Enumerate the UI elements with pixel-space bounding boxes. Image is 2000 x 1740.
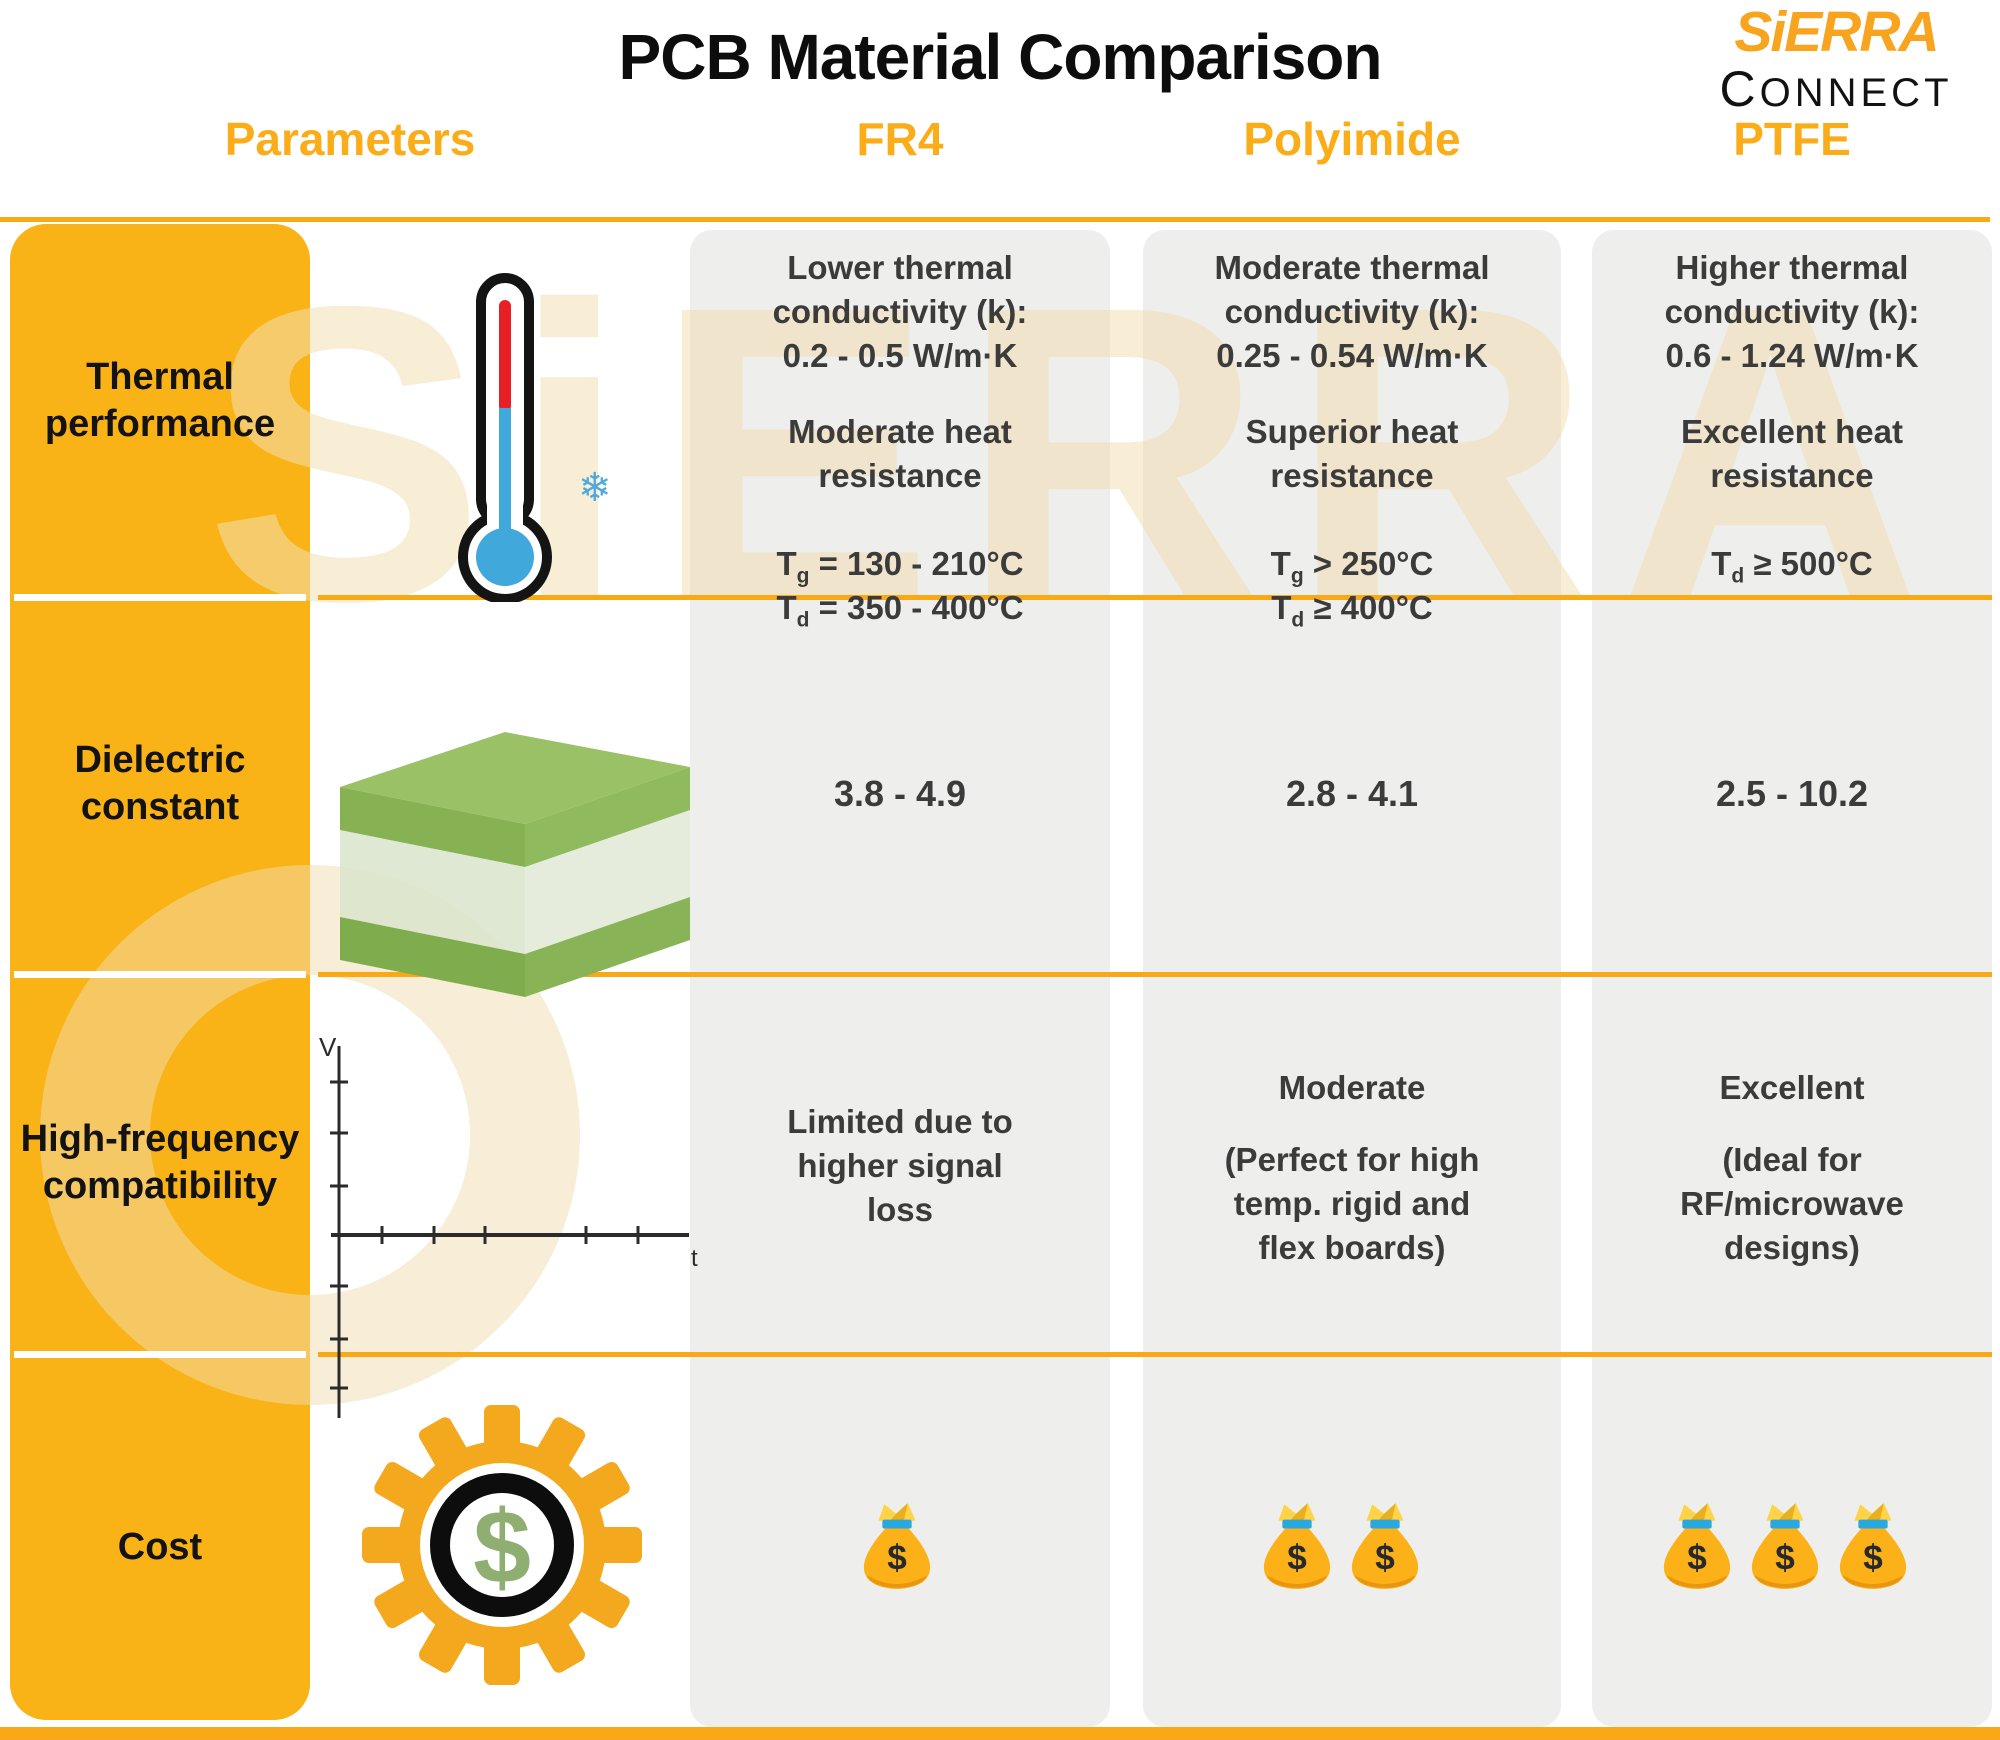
svg-text:$: $ bbox=[1775, 1538, 1795, 1577]
highfreq-ptfe-rating: Excellent bbox=[1719, 1069, 1865, 1106]
logo-word-text: CONNECT bbox=[1719, 61, 1953, 117]
thermometer-icon bbox=[458, 273, 552, 602]
money-bag-icon: $ bbox=[863, 1503, 931, 1589]
thermal-polyimide-conductivity: Moderate thermal conductivity (k): 0.25 … bbox=[1214, 249, 1490, 374]
thermal-fr4-td: Td = 350 - 400°C bbox=[776, 589, 1024, 632]
thermal-polyimide-tg: Tg > 250°C bbox=[1270, 545, 1434, 588]
row-label-dielectric-constant: Dielectric constant bbox=[74, 739, 246, 828]
thermal-fr4-conductivity: Lower thermal conductivity (k): 0.2 - 0.… bbox=[772, 249, 1028, 374]
svg-text:$: $ bbox=[1863, 1538, 1883, 1577]
thermal-ptfe-resistance: Excellent heat resistance bbox=[1681, 413, 1903, 494]
param-column-separator-2 bbox=[14, 971, 306, 978]
page-title: PCB Material Comparison bbox=[618, 21, 1383, 93]
row-label-high-frequency: High-frequency compatibility bbox=[20, 1118, 300, 1207]
sierra-connect-logo: SiERRA CONNECT bbox=[1680, 4, 1992, 116]
column-header-polyimide: Polyimide bbox=[1243, 113, 1461, 165]
money-bag-icon: $ bbox=[1263, 1503, 1331, 1589]
column-header-fr4: FR4 bbox=[856, 113, 944, 165]
logo-brand-text: SiERRA bbox=[1734, 0, 1939, 64]
row-divider-2 bbox=[318, 972, 1992, 977]
snowflake-icon: ❄ bbox=[578, 466, 612, 510]
thermal-fr4-resistance: Moderate heat resistance bbox=[788, 413, 1012, 494]
thermal-polyimide-resistance: Superior heat resistance bbox=[1245, 413, 1459, 494]
money-bag-icon: $ bbox=[1351, 1503, 1419, 1589]
column-header-ptfe: PTFE bbox=[1733, 113, 1851, 165]
thermal-ptfe-conductivity: Higher thermal conductivity (k): 0.6 - 1… bbox=[1664, 249, 1920, 374]
param-column-separator-3 bbox=[14, 1351, 306, 1358]
money-bag-icon: $ bbox=[1663, 1503, 1731, 1589]
column-header-parameters: Parameters bbox=[224, 113, 476, 165]
highfreq-polyimide-rating: Moderate bbox=[1278, 1069, 1426, 1106]
bottom-accent-bar bbox=[0, 1727, 2000, 1740]
cost-fr4-bags: $ bbox=[858, 1500, 936, 1592]
svg-text:$: $ bbox=[887, 1538, 907, 1577]
thermal-ptfe-td: Td ≥ 500°C bbox=[1711, 545, 1873, 588]
param-column-separator-1 bbox=[14, 594, 306, 601]
svg-text:t: t bbox=[691, 1245, 698, 1272]
row-label-cost: Cost bbox=[117, 1526, 203, 1568]
svg-text:$: $ bbox=[473, 1490, 531, 1606]
highfreq-polyimide-note: (Perfect for high temp. rigid and flex b… bbox=[1224, 1141, 1480, 1266]
highfreq-fr4-text: Limited due to higher signal loss bbox=[787, 1103, 1013, 1228]
dielectric-fr4-value: 3.8 - 4.9 bbox=[833, 773, 967, 814]
signal-graph-icon: V t bbox=[319, 1032, 698, 1418]
cost-ptfe-bags: $ $ $ bbox=[1658, 1500, 1912, 1592]
table-top-divider bbox=[0, 217, 1990, 222]
cost-gear-icon: $ bbox=[362, 1405, 642, 1685]
thermal-fr4-tg: Tg = 130 - 210°C bbox=[776, 545, 1024, 588]
highfreq-ptfe-note: (Ideal for RF/microwave designs) bbox=[1680, 1141, 1904, 1266]
svg-text:$: $ bbox=[1375, 1538, 1395, 1577]
money-bag-icon: $ bbox=[1751, 1503, 1819, 1589]
dielectric-ptfe-value: 2.5 - 10.2 bbox=[1715, 773, 1869, 814]
polyimide-column-background bbox=[1143, 230, 1561, 1727]
row-divider-3 bbox=[318, 1352, 1992, 1357]
svg-text:$: $ bbox=[1687, 1538, 1707, 1577]
ptfe-column-background bbox=[1592, 230, 1992, 1727]
svg-text:$: $ bbox=[1287, 1538, 1307, 1577]
fr4-column-background bbox=[690, 230, 1110, 1727]
dielectric-polyimide-value: 2.8 - 4.1 bbox=[1285, 773, 1419, 814]
money-bag-icon: $ bbox=[1839, 1503, 1907, 1589]
row-label-thermal-performance: Thermal performance bbox=[44, 356, 276, 445]
thermal-polyimide-td: Td ≥ 400°C bbox=[1271, 589, 1433, 632]
cost-polyimide-bags: $ $ bbox=[1258, 1500, 1424, 1592]
svg-text:V: V bbox=[319, 1032, 337, 1062]
pcb-layers-icon bbox=[340, 732, 690, 997]
row-divider-1 bbox=[318, 595, 1992, 600]
